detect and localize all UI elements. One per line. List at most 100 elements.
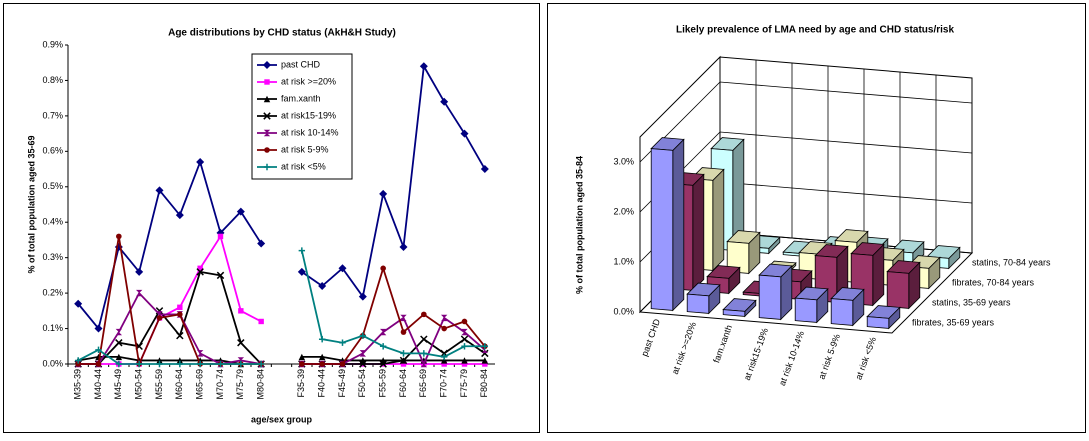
marker — [440, 97, 449, 106]
marker — [461, 343, 468, 350]
bar-front — [722, 309, 746, 317]
marker — [115, 328, 123, 336]
marker — [400, 314, 407, 322]
chart-title: Likely prevalence of LMA need by age and… — [676, 25, 954, 36]
marker — [75, 361, 81, 367]
marker — [217, 233, 224, 240]
y-tick-label: 0.1% — [42, 323, 63, 333]
marker — [461, 318, 468, 325]
y-tick-label: 2.0% — [613, 206, 634, 216]
marker — [339, 361, 346, 367]
marker — [177, 311, 183, 318]
bar-front — [726, 241, 750, 274]
y-tick-label: 3.0% — [613, 156, 634, 166]
marker — [115, 353, 123, 361]
marker — [359, 332, 367, 339]
marker — [440, 357, 448, 364]
y-tick-label: 0.3% — [42, 252, 63, 262]
depth-label: fibrates, 35-69 years — [912, 317, 995, 327]
marker — [399, 243, 408, 252]
back-wall — [719, 56, 973, 254]
marker — [257, 360, 265, 368]
marker — [197, 265, 203, 271]
marker — [237, 360, 245, 368]
marker — [176, 360, 184, 368]
marker — [400, 329, 407, 335]
marker — [358, 292, 367, 301]
marker — [115, 339, 123, 347]
marker — [481, 343, 489, 350]
bar-front — [866, 316, 890, 329]
marker — [359, 360, 367, 368]
marker — [264, 147, 270, 153]
marker — [263, 163, 271, 171]
marker — [441, 361, 447, 367]
marker — [440, 314, 448, 322]
marker — [94, 324, 103, 333]
y-tick-label: 1.0% — [613, 256, 634, 266]
bar-front — [794, 297, 818, 323]
marker — [74, 299, 83, 308]
bar-front — [650, 148, 674, 311]
marker — [263, 129, 271, 137]
y-tick-label: 0.8% — [42, 75, 63, 85]
series-line — [78, 291, 262, 365]
x-tick-label: F60-64 — [398, 369, 408, 398]
x-tick-label: F70-74 — [439, 369, 449, 398]
grid-line — [639, 81, 973, 163]
line-chart: Age distributions by CHD status (AkH&H S… — [26, 28, 495, 424]
marker — [460, 335, 469, 343]
x-axis-title: age/sex group — [251, 414, 313, 424]
marker — [155, 186, 164, 195]
marker — [263, 61, 271, 69]
marker — [298, 353, 306, 361]
x-tick-label: M50-54 — [134, 369, 144, 400]
bar-side — [712, 168, 725, 272]
marker — [379, 360, 387, 368]
marker — [380, 265, 386, 272]
marker — [116, 233, 122, 240]
marker — [177, 304, 183, 310]
y-axis-title: % of total population aged 35-84 — [574, 156, 584, 294]
marker — [176, 331, 184, 340]
marker — [480, 165, 489, 174]
marker — [400, 361, 407, 367]
marker — [319, 361, 325, 367]
marker — [264, 79, 270, 85]
series-line — [301, 63, 486, 299]
x-tick-label: M35-39 — [73, 369, 83, 400]
marker — [196, 350, 204, 357]
y-tick-label: 0.2% — [42, 287, 63, 297]
x-tick-label: F40-44 — [317, 369, 327, 398]
marker — [461, 328, 468, 336]
bar-front — [886, 271, 910, 309]
legend-label: at risk 10-14% — [281, 127, 339, 137]
marker — [481, 357, 489, 364]
marker — [481, 349, 489, 358]
y-tick-label: 0.6% — [42, 146, 63, 156]
marker — [379, 343, 387, 350]
x-tick-label: F45-49 — [337, 369, 347, 398]
marker — [299, 361, 305, 367]
marker — [441, 325, 447, 332]
y-tick-label: 0.5% — [42, 181, 63, 191]
x-tick-label: M65-69 — [195, 369, 205, 400]
marker — [420, 335, 428, 343]
legend-label: past CHD — [281, 59, 321, 69]
marker — [176, 357, 184, 364]
depth-label: statins, 35-69 years — [932, 297, 1011, 307]
y-tick-label: 0.7% — [42, 110, 63, 120]
marker — [421, 311, 427, 318]
marker — [95, 361, 102, 367]
marker — [115, 360, 123, 368]
marker — [399, 356, 408, 365]
marker — [400, 350, 407, 357]
marker — [379, 328, 387, 336]
marker — [135, 360, 143, 368]
x-tick-label: F50-54 — [357, 369, 367, 398]
marker — [338, 264, 347, 273]
legend-label: at risk >=20% — [281, 76, 336, 86]
chart-title: Age distributions by CHD status (AkH&H S… — [168, 28, 396, 39]
marker — [440, 353, 448, 361]
x-tick-label: M80-84 — [256, 369, 266, 400]
